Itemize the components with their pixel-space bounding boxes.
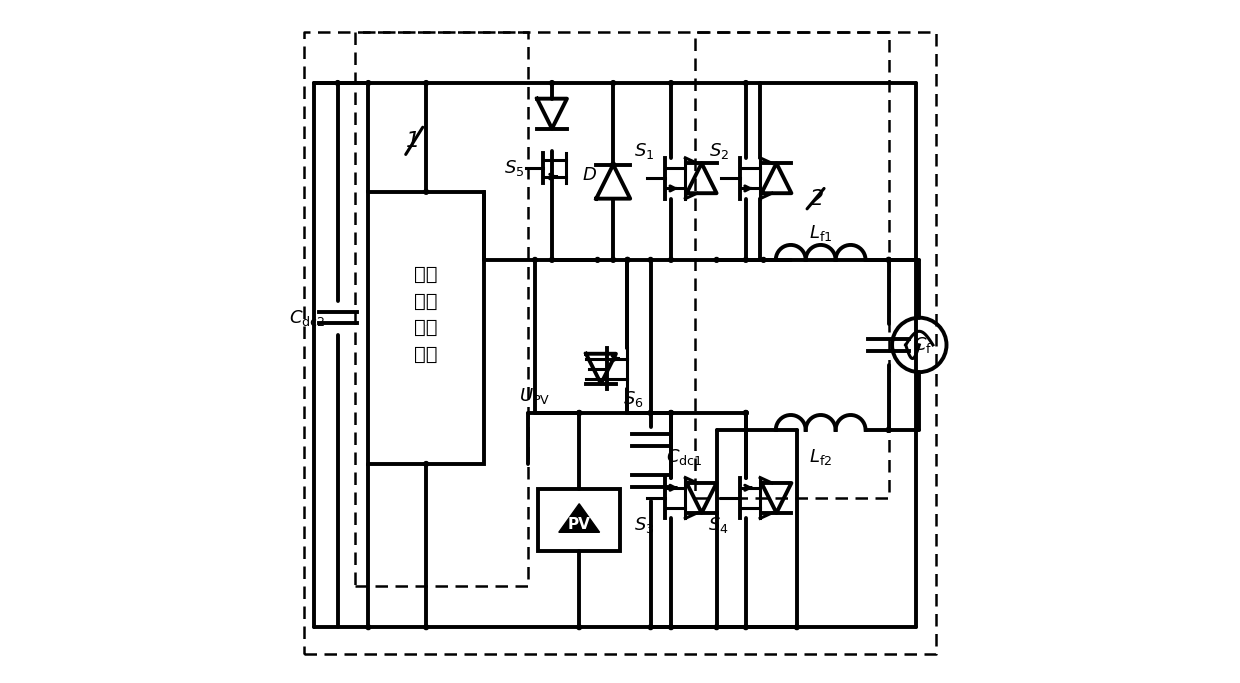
Text: $S_2$: $S_2$ (708, 141, 729, 161)
Text: $C_{\rm dc1}$: $C_{\rm dc1}$ (666, 447, 703, 467)
Text: 2: 2 (810, 189, 825, 208)
Circle shape (761, 257, 766, 262)
Text: PV: PV (568, 516, 590, 531)
Circle shape (668, 81, 673, 85)
Circle shape (611, 163, 615, 167)
Circle shape (611, 81, 615, 85)
Text: $U_{\rm PV}$: $U_{\rm PV}$ (520, 386, 551, 406)
Text: $S_1$: $S_1$ (634, 141, 653, 161)
Text: 直流
功率
变换
电路: 直流 功率 变换 电路 (414, 265, 438, 363)
Circle shape (887, 428, 892, 432)
Circle shape (668, 410, 673, 415)
Circle shape (366, 625, 371, 630)
Circle shape (577, 410, 582, 415)
Circle shape (887, 428, 892, 432)
Circle shape (549, 257, 554, 262)
Text: $C_{\rm f}$: $C_{\rm f}$ (913, 335, 932, 355)
Circle shape (577, 410, 582, 415)
Circle shape (649, 410, 653, 415)
Circle shape (625, 257, 630, 262)
Text: $C_{\rm dc2}$: $C_{\rm dc2}$ (289, 308, 325, 328)
Circle shape (533, 257, 537, 262)
Circle shape (744, 410, 748, 415)
Circle shape (668, 257, 673, 262)
Circle shape (649, 257, 653, 262)
Circle shape (744, 257, 748, 262)
Circle shape (625, 257, 630, 262)
Polygon shape (559, 504, 600, 532)
Text: $L_{\rm f1}$: $L_{\rm f1}$ (808, 223, 832, 242)
Text: 1: 1 (405, 131, 419, 151)
Text: $L_{\rm f2}$: $L_{\rm f2}$ (808, 447, 832, 467)
Text: $S_6$: $S_6$ (624, 389, 644, 409)
Circle shape (424, 189, 429, 194)
Bar (538, 490, 620, 550)
Circle shape (335, 81, 340, 85)
Circle shape (668, 625, 673, 630)
Circle shape (744, 625, 748, 630)
Circle shape (649, 625, 653, 630)
Text: $S_4$: $S_4$ (708, 515, 729, 535)
Circle shape (744, 410, 748, 415)
Text: $D$: $D$ (582, 166, 596, 184)
Circle shape (611, 257, 615, 262)
Circle shape (744, 81, 748, 85)
Circle shape (714, 625, 719, 630)
Circle shape (424, 462, 429, 466)
Circle shape (595, 257, 600, 262)
Circle shape (795, 625, 800, 630)
Circle shape (577, 625, 582, 630)
Text: $S_3$: $S_3$ (634, 515, 653, 535)
Text: $S_5$: $S_5$ (505, 158, 525, 178)
Circle shape (366, 81, 371, 85)
Circle shape (649, 410, 653, 415)
Circle shape (424, 625, 429, 630)
Circle shape (549, 81, 554, 85)
Circle shape (668, 410, 673, 415)
Circle shape (424, 81, 429, 85)
Circle shape (714, 257, 719, 262)
Circle shape (887, 257, 892, 262)
Circle shape (887, 257, 892, 262)
